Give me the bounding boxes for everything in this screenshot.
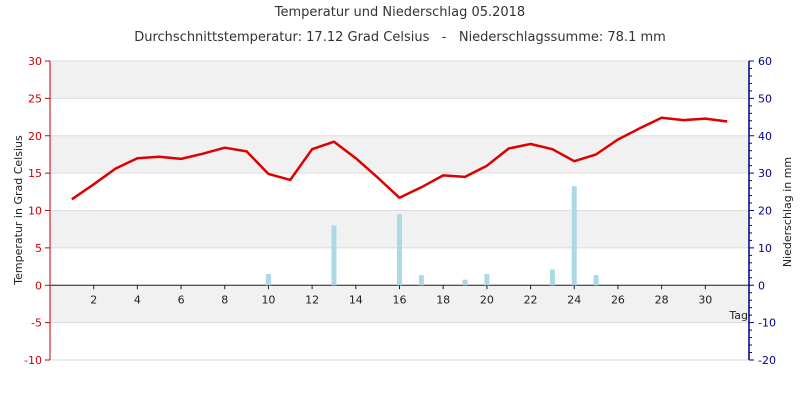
x-tick-label: 6 — [178, 293, 185, 306]
right-tick-label: 60 — [758, 55, 772, 68]
grid-band — [50, 322, 749, 360]
precipitation-bar — [549, 269, 555, 286]
x-tick-label: 4 — [134, 293, 141, 306]
left-tick-label: -5 — [31, 317, 42, 330]
grid-band — [50, 61, 749, 99]
y2-axis-label: Niederschlag in mm — [781, 157, 794, 267]
x-axis-label: Tag — [728, 309, 748, 322]
precipitation-bar — [462, 279, 468, 286]
right-tick-label: 20 — [758, 205, 772, 218]
grid-band — [50, 173, 749, 211]
x-tick-label: 28 — [655, 293, 669, 306]
left-tick-label: 25 — [28, 92, 42, 105]
chart-title: Temperatur und Niederschlag 05.2018 — [274, 5, 525, 20]
precipitation-bar — [418, 275, 424, 286]
x-axis-ticks: 2 4 6 8 10 12 14 16 18 20 22 24 26 28 30 — [90, 285, 712, 306]
precipitation-bar — [571, 186, 577, 286]
x-tick-label: 24 — [567, 293, 581, 306]
x-tick-label: 26 — [611, 293, 625, 306]
left-tick-label: 30 — [28, 55, 42, 68]
right-axis-ticks: 60 50 40 30 20 10 0 -10 -20 — [749, 55, 776, 367]
grid-band — [50, 285, 749, 323]
grid-band — [50, 135, 749, 174]
precipitation-bar — [484, 274, 490, 286]
left-axis-ticks: 30 25 20 15 10 5 0 -5 -10 — [24, 55, 50, 367]
right-tick-label: -10 — [758, 317, 776, 330]
precipitation-bar — [331, 225, 337, 286]
precipitation-bar — [593, 275, 599, 286]
y-axis-label: Temperatur in Grad Celsius — [12, 135, 25, 286]
x-tick-label: 14 — [349, 293, 363, 306]
x-tick-label: 16 — [393, 293, 407, 306]
x-tick-label: 12 — [305, 293, 319, 306]
left-tick-label: 20 — [28, 130, 42, 143]
x-tick-label: 30 — [698, 293, 712, 306]
left-tick-label: -10 — [24, 354, 42, 367]
grid-band — [50, 98, 749, 136]
x-tick-label: 2 — [90, 293, 97, 306]
right-tick-label: -20 — [758, 354, 776, 367]
right-tick-label: 30 — [758, 167, 772, 180]
precipitation-bar — [265, 274, 271, 286]
temperature-line-layer — [71, 116, 728, 201]
precipitation-bar — [397, 214, 402, 286]
x-tick-label: 8 — [221, 293, 228, 306]
temperature-line — [71, 116, 728, 201]
x-tick-label: 20 — [480, 293, 494, 306]
right-tick-label: 0 — [758, 279, 765, 292]
left-tick-label: 15 — [28, 167, 42, 180]
right-tick-label: 50 — [758, 92, 772, 105]
chart-subtitle: Durchschnittstemperatur: 17.12 Grad Cels… — [134, 30, 666, 45]
left-tick-label: 0 — [35, 279, 42, 292]
left-tick-label: 5 — [35, 242, 42, 255]
right-tick-label: 40 — [758, 130, 772, 143]
left-tick-label: 10 — [28, 205, 42, 218]
precipitation-bars — [265, 186, 599, 286]
x-tick-label: 18 — [436, 293, 450, 306]
right-tick-label: 10 — [758, 242, 772, 255]
x-tick-label: 22 — [524, 293, 538, 306]
x-tick-label: 10 — [261, 293, 275, 306]
